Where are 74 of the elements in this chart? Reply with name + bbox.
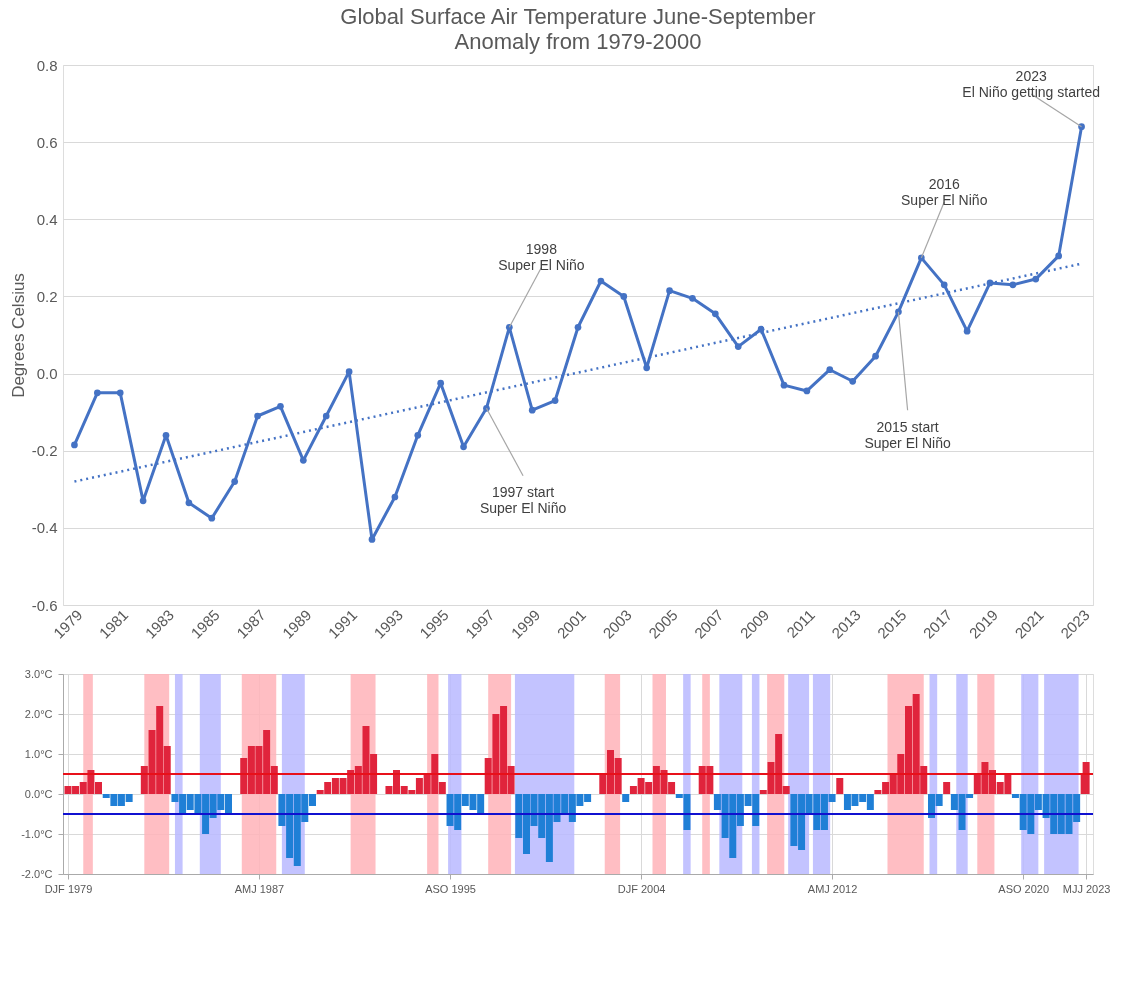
y-tick-label: -0.4 <box>31 519 58 537</box>
y-tick-label: 0.0 <box>36 365 58 383</box>
x-tick-label: AMJ 2012 <box>807 882 858 895</box>
point <box>826 366 834 374</box>
annotation: 2023 El Niño getting started <box>962 67 1101 100</box>
point <box>574 323 582 331</box>
point <box>185 499 193 507</box>
y-tick-label: -1.0°C <box>21 827 53 840</box>
x-tick-label: AMJ 1987 <box>234 882 285 895</box>
point <box>391 493 399 501</box>
x-tick-label: ASO 2020 <box>998 882 1050 895</box>
point <box>116 389 124 397</box>
point <box>940 281 948 289</box>
point <box>322 412 330 420</box>
point <box>780 381 788 389</box>
x-tick-label: DJF 1979 <box>44 882 93 895</box>
point <box>528 406 536 414</box>
point <box>643 364 651 372</box>
y-tick-label: 0.0°C <box>24 787 53 800</box>
chart-title: Global Surface Air Temperature June-September <box>340 4 816 29</box>
bar <box>622 794 630 802</box>
point <box>551 397 559 404</box>
point <box>620 293 628 300</box>
y-tick-label: -0.6 <box>31 596 58 614</box>
y-tick-label: 0.6 <box>36 133 58 151</box>
point <box>299 457 307 464</box>
point <box>505 323 513 331</box>
point <box>345 368 353 375</box>
point <box>803 387 811 395</box>
y-tick-label: 0.4 <box>36 210 58 228</box>
y-tick-label: 0.2 <box>36 287 58 305</box>
bar <box>836 778 844 794</box>
annotation: 1998 Super El Niño <box>498 241 585 274</box>
chart-subtitle: Anomaly from 1979-2000 <box>454 29 702 54</box>
y-tick-label: -0.2 <box>31 442 58 460</box>
y-axis-title: Degrees Celsius <box>8 273 28 398</box>
point <box>162 431 170 439</box>
point <box>1055 252 1063 260</box>
bar <box>943 782 951 794</box>
point <box>849 377 857 385</box>
point <box>689 295 696 302</box>
y-tick-label: 1.0°C <box>24 747 53 760</box>
point <box>437 379 445 387</box>
x-tick-label: ASO 1995 <box>425 882 476 895</box>
point <box>460 443 467 451</box>
point <box>734 343 742 350</box>
point <box>1009 281 1017 289</box>
point <box>139 497 147 505</box>
point <box>254 412 261 420</box>
point <box>368 536 376 543</box>
x-tick-label: MJJ 2023 <box>1062 882 1111 895</box>
y-tick-label: 3.0°C <box>24 667 53 680</box>
annotation: 2015 start Super El Niño <box>864 418 951 451</box>
x-tick-label: DJF 2004 <box>617 882 666 895</box>
y-tick-label: 0.8 <box>36 56 58 74</box>
bar <box>1082 762 1090 794</box>
point <box>666 287 673 294</box>
annotation: 2016 Super El Niño <box>901 175 988 208</box>
y-tick-label: -2.0°C <box>21 867 53 880</box>
y-tick-label: 2.0°C <box>24 707 53 720</box>
point <box>597 277 605 285</box>
point <box>963 327 971 335</box>
point <box>208 514 216 522</box>
point <box>71 441 78 449</box>
point <box>1032 275 1040 283</box>
point <box>895 308 902 316</box>
point <box>711 310 719 318</box>
annotation: 1997 start Super El Niño <box>479 484 567 517</box>
point <box>414 431 422 439</box>
point <box>231 478 239 485</box>
point <box>277 403 284 410</box>
point <box>93 389 101 397</box>
point <box>757 325 765 333</box>
point <box>872 352 879 360</box>
